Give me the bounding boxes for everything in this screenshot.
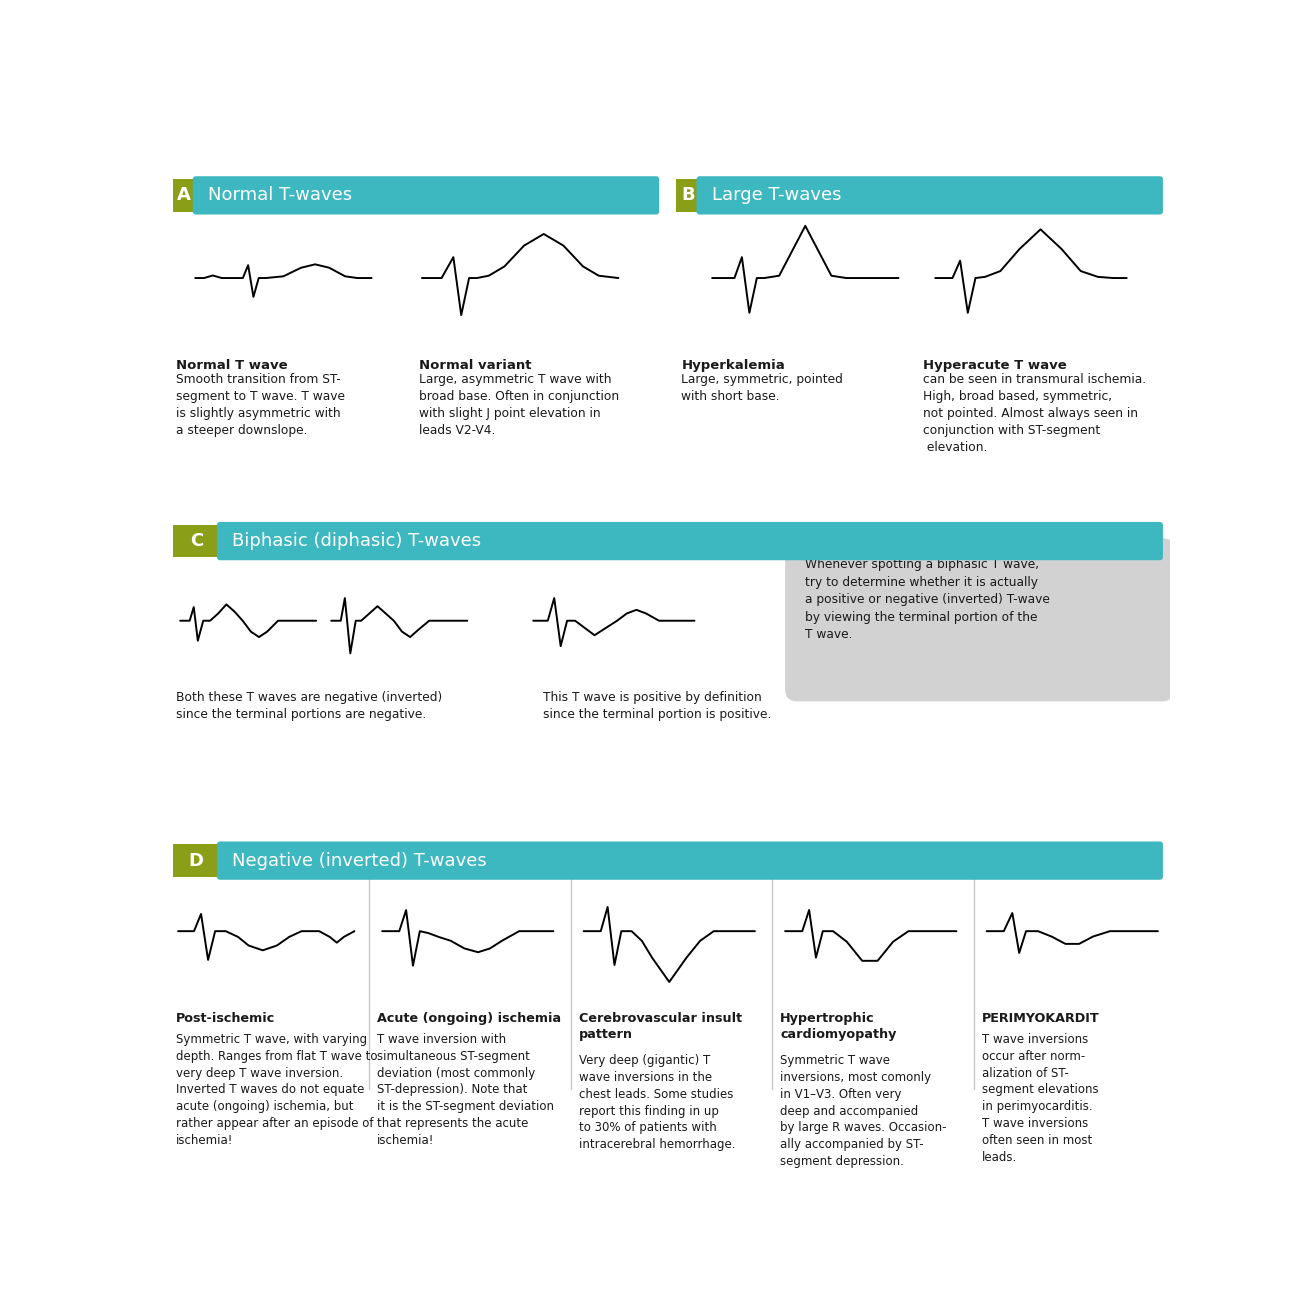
Text: T wave inversions
occur after norm-
alization of ST-
segment elevations
in perim: T wave inversions occur after norm- aliz…	[982, 1033, 1098, 1164]
Text: Post-ischemic: Post-ischemic	[176, 1012, 274, 1025]
Text: Cerebrovascular insult
pattern: Cerebrovascular insult pattern	[578, 1012, 742, 1041]
FancyBboxPatch shape	[697, 177, 1164, 215]
Text: Normal T wave: Normal T wave	[176, 359, 287, 372]
Text: Normal variant: Normal variant	[420, 359, 532, 372]
Text: D: D	[188, 852, 204, 869]
Text: Very deep (gigantic) T
wave inversions in the
chest leads. Some studies
report t: Very deep (gigantic) T wave inversions i…	[578, 1054, 734, 1151]
Text: Biphasic (diphasic) T-waves: Biphasic (diphasic) T-waves	[233, 531, 481, 550]
Bar	[173, 525, 220, 558]
FancyBboxPatch shape	[192, 177, 659, 215]
Text: Whenever spotting a biphasic T wave,
try to determine whether it is actually
a p: Whenever spotting a biphasic T wave, try…	[805, 558, 1050, 641]
Text: Normal T-waves: Normal T-waves	[208, 186, 352, 204]
Bar	[676, 179, 699, 212]
Text: Smooth transition from ST-
segment to T wave. T wave
is slightly asymmetric with: Smooth transition from ST- segment to T …	[176, 373, 344, 437]
Text: Large, symmetric, pointed
with short base.: Large, symmetric, pointed with short bas…	[681, 373, 844, 403]
Bar	[173, 179, 196, 212]
FancyBboxPatch shape	[785, 538, 1174, 702]
Text: Large T-waves: Large T-waves	[711, 186, 841, 204]
Text: C: C	[190, 531, 203, 550]
Text: B: B	[681, 186, 694, 204]
Text: Hyperkalemia: Hyperkalemia	[681, 359, 785, 372]
Text: This T wave is positive by definition
since the terminal portion is positive.: This T wave is positive by definition si…	[543, 691, 772, 721]
Text: Both these T waves are negative (inverted)
since the terminal portions are negat: Both these T waves are negative (inverte…	[176, 691, 442, 721]
Bar	[173, 844, 220, 877]
Text: A: A	[177, 186, 191, 204]
Text: Acute (ongoing) ischemia: Acute (ongoing) ischemia	[377, 1012, 562, 1025]
Text: Hyperacute T wave: Hyperacute T wave	[923, 359, 1067, 372]
Text: Negative (inverted) T-waves: Negative (inverted) T-waves	[233, 852, 486, 869]
Text: Symmetric T wave, with varying
depth. Ranges from flat T wave to
very deep T wav: Symmetric T wave, with varying depth. Ra…	[176, 1033, 377, 1147]
Text: Hypertrophic
cardiomyopathy: Hypertrophic cardiomyopathy	[780, 1012, 897, 1041]
FancyBboxPatch shape	[217, 842, 1164, 880]
Text: PERIMYOKARDIT: PERIMYOKARDIT	[982, 1012, 1100, 1025]
FancyBboxPatch shape	[217, 522, 1164, 560]
Text: Symmetric T wave
inversions, most comonly
in V1–V3. Often very
deep and accompan: Symmetric T wave inversions, most comonl…	[780, 1054, 946, 1168]
Text: Large, asymmetric T wave with
broad base. Often in conjunction
with slight J poi: Large, asymmetric T wave with broad base…	[420, 373, 620, 437]
Text: can be seen in transmural ischemia.
High, broad based, symmetric,
not pointed. A: can be seen in transmural ischemia. High…	[923, 373, 1147, 454]
Text: T wave inversion with
simultaneous ST-segment
deviation (most commonly
ST-depres: T wave inversion with simultaneous ST-se…	[377, 1033, 554, 1147]
